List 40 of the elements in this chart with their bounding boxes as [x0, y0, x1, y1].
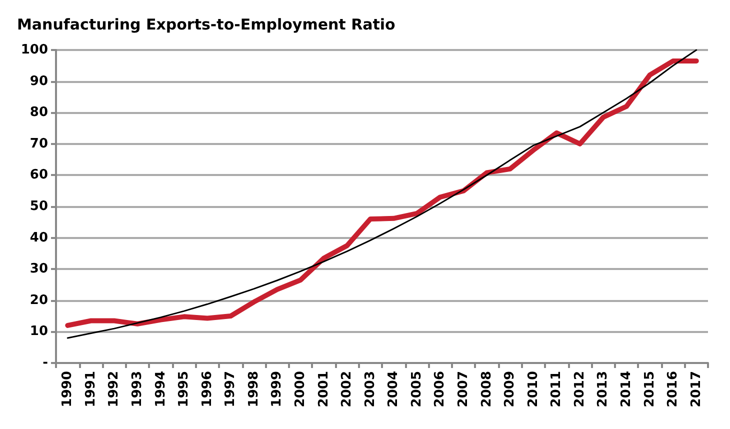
x-tick-label: 2012 — [572, 371, 588, 408]
x-tick-label: 2003 — [362, 371, 378, 408]
x-tick-label: 2009 — [502, 371, 518, 408]
x-tick-label: 1996 — [200, 371, 215, 408]
y-tick-label: 90 — [30, 74, 48, 89]
x-tick-label: 1991 — [83, 371, 98, 408]
x-tick-label: 1992 — [106, 371, 122, 408]
x-tick-label: 2005 — [409, 371, 424, 408]
x-tick-label: 1999 — [270, 371, 285, 408]
y-tick-label: 20 — [30, 292, 48, 308]
x-tick-label: 2008 — [479, 371, 494, 408]
x-tick-label: 2017 — [688, 371, 704, 408]
x-tick-label: 1994 — [153, 371, 168, 408]
x-tick-label: 2002 — [340, 371, 355, 408]
y-tick-label: 50 — [30, 199, 48, 214]
y-tick-label: 80 — [30, 105, 48, 120]
x-tick-label: 2011 — [549, 371, 564, 408]
y-tick-label: - — [42, 356, 48, 370]
x-tick-label: 2000 — [293, 371, 308, 408]
x-tick-label: 1997 — [223, 371, 238, 408]
x-tick-label: 2010 — [526, 371, 541, 408]
x-tick-label: 2004 — [386, 371, 402, 408]
x-tick-label: 2015 — [642, 371, 658, 408]
x-tick-label: 1995 — [176, 371, 192, 408]
x-tick-label: 2007 — [456, 371, 471, 408]
x-tick-label: 1993 — [130, 371, 145, 408]
y-tick-label: 70 — [30, 136, 48, 152]
x-tick-label: 2006 — [432, 371, 448, 408]
y-tick-label: 10 — [30, 324, 48, 340]
y-tick-label: 100 — [20, 42, 48, 58]
x-tick-label: 2016 — [666, 371, 681, 408]
x-tick-label: 2014 — [619, 371, 634, 408]
y-tick-label: 60 — [30, 168, 48, 183]
x-tick-label: 1990 — [60, 371, 76, 408]
x-tick-label: 2013 — [596, 371, 611, 408]
x-tick-label: 1998 — [246, 371, 262, 408]
y-tick-label: 30 — [30, 262, 48, 277]
x-tick-label: 2001 — [316, 371, 332, 408]
chart-title: Manufacturing Exports-to-Employment Ratio — [17, 16, 396, 34]
y-tick-label: 40 — [30, 230, 48, 246]
